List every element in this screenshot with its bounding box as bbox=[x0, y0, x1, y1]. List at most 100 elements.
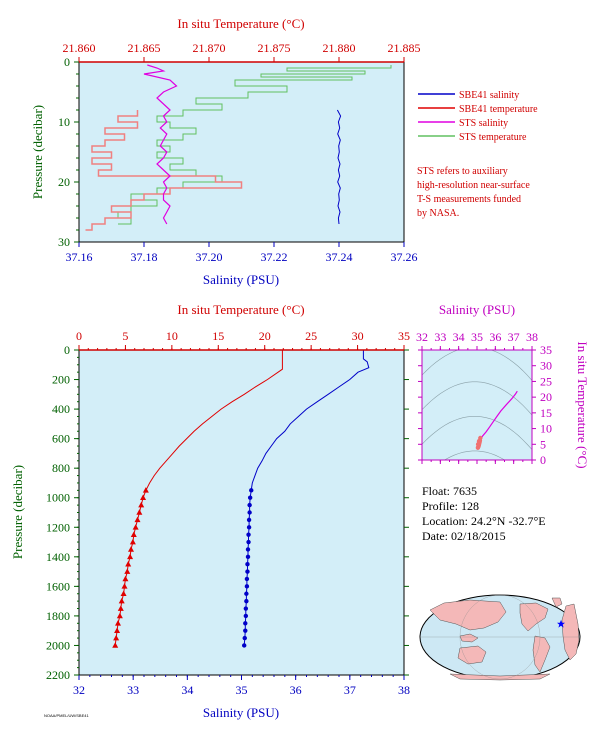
top-temp-tick-label: 21.865 bbox=[128, 41, 161, 55]
main-salinity-line bbox=[250, 350, 370, 491]
main-pressure-tick-label: 600 bbox=[52, 432, 70, 446]
main-temp-tick-label: 20 bbox=[259, 329, 271, 343]
main-plot-background bbox=[79, 350, 404, 675]
main-temp-tick-label: 35 bbox=[398, 329, 410, 343]
ts-temp-tick-label: 30 bbox=[540, 359, 552, 373]
legend-label: SBE41 salinity bbox=[459, 90, 519, 101]
date: Date: 02/18/2015 bbox=[422, 529, 506, 543]
main-salinity-point bbox=[245, 554, 251, 560]
legend-label: STS salinity bbox=[459, 118, 508, 129]
ts-sal-tick-label: 38 bbox=[526, 330, 538, 344]
ts-density-contour bbox=[422, 350, 532, 381]
main-temperature-point bbox=[117, 605, 124, 611]
ts-density-contour bbox=[422, 244, 532, 277]
ts-sal-tick-label: 33 bbox=[434, 330, 446, 344]
ts-temp-tick-label: 25 bbox=[540, 374, 552, 388]
map-continents bbox=[429, 597, 580, 681]
legend-label: STS temperature bbox=[459, 132, 527, 143]
float-info: Float: 7635 Profile: 128 Location: 24.2°… bbox=[422, 484, 546, 544]
main-pressure-tick-label: 2200 bbox=[46, 668, 70, 682]
ts-salinity-axis-title: Salinity (PSU) bbox=[439, 302, 515, 317]
main-sal-tick-label: 36 bbox=[290, 683, 302, 697]
main-pressure-tick-label: 2000 bbox=[46, 638, 70, 652]
top-chart: 21.860 21.865 21.870 21.875 21.880 21.885 37.1… bbox=[30, 16, 421, 287]
main-series-group bbox=[112, 350, 370, 648]
top-sal-tick-label: 37.26 bbox=[391, 250, 418, 264]
main-temperature-point bbox=[125, 561, 132, 567]
main-temperature-point bbox=[129, 538, 136, 545]
ts-sal-tick-label: 36 bbox=[489, 330, 501, 344]
main-temperature-point bbox=[128, 546, 134, 552]
map-asia bbox=[429, 599, 507, 631]
main-temperature-point bbox=[130, 531, 137, 537]
profile-number: Profile: 128 bbox=[422, 499, 479, 513]
main-salinity-point bbox=[246, 539, 251, 545]
main-salinity-point bbox=[243, 621, 248, 626]
top-temp-tick-label: 21.885 bbox=[388, 41, 421, 55]
ts-series-group bbox=[475, 390, 518, 450]
top-plot-background bbox=[79, 62, 404, 242]
main-pressure-axis-title: Pressure (decibar) bbox=[10, 465, 25, 559]
sbe41-temperature-line bbox=[85, 110, 243, 231]
map-europe-africa bbox=[561, 603, 580, 661]
main-salinity-point bbox=[245, 547, 251, 552]
main-pressure-tick-label: 400 bbox=[52, 402, 70, 416]
main-pressure-tick-label: 1000 bbox=[46, 491, 70, 505]
main-temperature-point bbox=[132, 524, 139, 530]
main-temperature-point bbox=[112, 642, 119, 648]
top-pressure-tick-label: 10 bbox=[58, 115, 70, 129]
ts-deep-point bbox=[476, 438, 482, 444]
main-temperature-point bbox=[127, 553, 134, 560]
top-salinity-axis-title: Salinity (PSU) bbox=[203, 272, 279, 287]
top-pressure-axis-title: Pressure (decibar) bbox=[30, 105, 45, 199]
main-salinity-deep-line bbox=[243, 490, 252, 646]
sts-salinity-line bbox=[143, 64, 178, 225]
main-temperature-point bbox=[142, 487, 149, 493]
main-temperature-point bbox=[136, 509, 143, 515]
sts-note-line-3: T-S measurements funded bbox=[417, 194, 521, 205]
main-salinity-point bbox=[243, 606, 249, 611]
main-salinity-point bbox=[247, 495, 253, 500]
main-temperature-point bbox=[134, 516, 141, 523]
map-greenland bbox=[551, 597, 563, 608]
top-pressure-tick-label: 30 bbox=[58, 235, 70, 249]
main-salinity-point bbox=[246, 525, 252, 530]
main-temperature-point bbox=[140, 494, 147, 501]
main-temperature-axis-title: In situ Temperature (°C) bbox=[177, 302, 304, 317]
sts-note-line-2: high-resolution near-surface bbox=[417, 180, 530, 191]
ts-temperature-axis-title: In situ Temperature (°C) bbox=[575, 341, 590, 468]
main-salinity-point bbox=[245, 562, 250, 567]
sbe41-salinity-line bbox=[336, 109, 342, 225]
top-sal-tick-label: 37.16 bbox=[66, 250, 93, 264]
float-location-star bbox=[557, 620, 565, 628]
main-pressure-tick-label: 0 bbox=[64, 343, 70, 357]
main-temp-tick-label: 10 bbox=[166, 329, 178, 343]
top-series-group bbox=[85, 64, 392, 231]
top-temperature-axis-title: In situ Temperature (°C) bbox=[177, 16, 304, 31]
main-salinity-point bbox=[249, 488, 254, 493]
ts-sal-tick-label: 37 bbox=[508, 330, 520, 344]
world-map bbox=[419, 594, 581, 681]
main-temperature-point bbox=[116, 612, 123, 619]
ts-density-contour bbox=[444, 450, 506, 460]
ts-temp-tick-label: 0 bbox=[540, 453, 546, 467]
top-sal-tick-label: 37.22 bbox=[261, 250, 288, 264]
sts-note-line-4: by NASA. bbox=[417, 208, 459, 219]
map-indonesia bbox=[459, 633, 479, 643]
main-temperature-point bbox=[114, 627, 121, 633]
main-pressure-tick-label: 800 bbox=[52, 461, 70, 475]
main-pressure-tick-label: 1800 bbox=[46, 609, 70, 623]
location: Location: 24.2°N -32.7°E bbox=[422, 514, 546, 528]
main-temp-tick-label: 25 bbox=[305, 329, 317, 343]
map-south-america bbox=[532, 635, 551, 673]
map-graticule bbox=[420, 594, 580, 680]
top-sal-tick-label: 37.20 bbox=[196, 250, 223, 264]
main-salinity-point bbox=[244, 591, 249, 596]
top-temp-tick-label: 21.860 bbox=[63, 41, 96, 55]
top-temp-tick-label: 21.870 bbox=[193, 41, 226, 55]
top-legend: SBE41 salinity SBE41 temperature STS salin… bbox=[418, 90, 538, 143]
main-chart: 0 5 10 15 20 25 30 35 32 33 34 35 36 37 38 0 200 400 600 80… bbox=[10, 302, 410, 720]
ts-sal-tick-label: 35 bbox=[471, 330, 483, 344]
top-sal-tick-label: 37.18 bbox=[131, 250, 158, 264]
